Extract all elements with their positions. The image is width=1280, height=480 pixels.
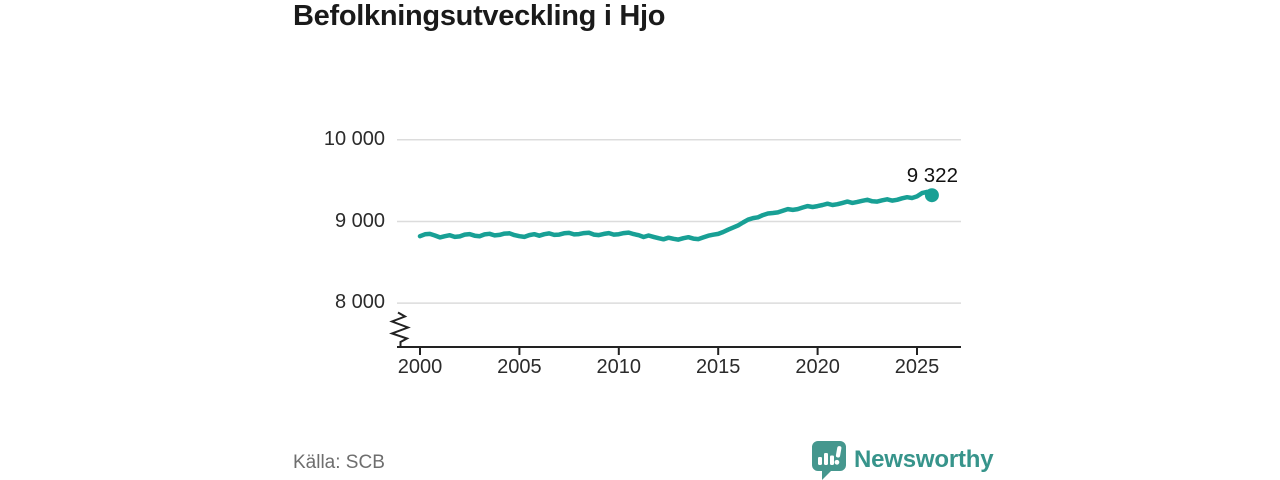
x-tick-label: 2005	[497, 356, 542, 378]
population-line-series	[417, 188, 939, 242]
axis-break-icon	[389, 311, 411, 347]
population-line	[417, 189, 935, 242]
chart-title: Befolkningsutveckling i Hjo	[293, 0, 666, 32]
newsworthy-wordmark: Newsworthy	[854, 446, 994, 473]
x-tick-label: 2015	[695, 356, 741, 378]
endpoint-dot	[924, 188, 939, 203]
y-tick-label: 10 000	[323, 127, 385, 150]
axes	[389, 311, 961, 355]
x-tick-label: 2025	[894, 356, 940, 378]
y-tick-label: 8 000	[334, 291, 385, 314]
gridlines	[397, 139, 961, 304]
y-tick-label: 9 000	[334, 209, 385, 232]
latest-value-label: 9 322	[906, 164, 958, 187]
source-note: Källa: SCB	[293, 452, 385, 473]
x-tick-label: 2020	[795, 356, 840, 378]
x-tick-label: 2010	[596, 356, 642, 378]
newsworthy-speech-bubble-barchart-icon	[811, 440, 847, 480]
newsworthy-logo[interactable]: Newsworthy	[811, 440, 994, 480]
x-tick-label: 2000	[397, 356, 443, 378]
